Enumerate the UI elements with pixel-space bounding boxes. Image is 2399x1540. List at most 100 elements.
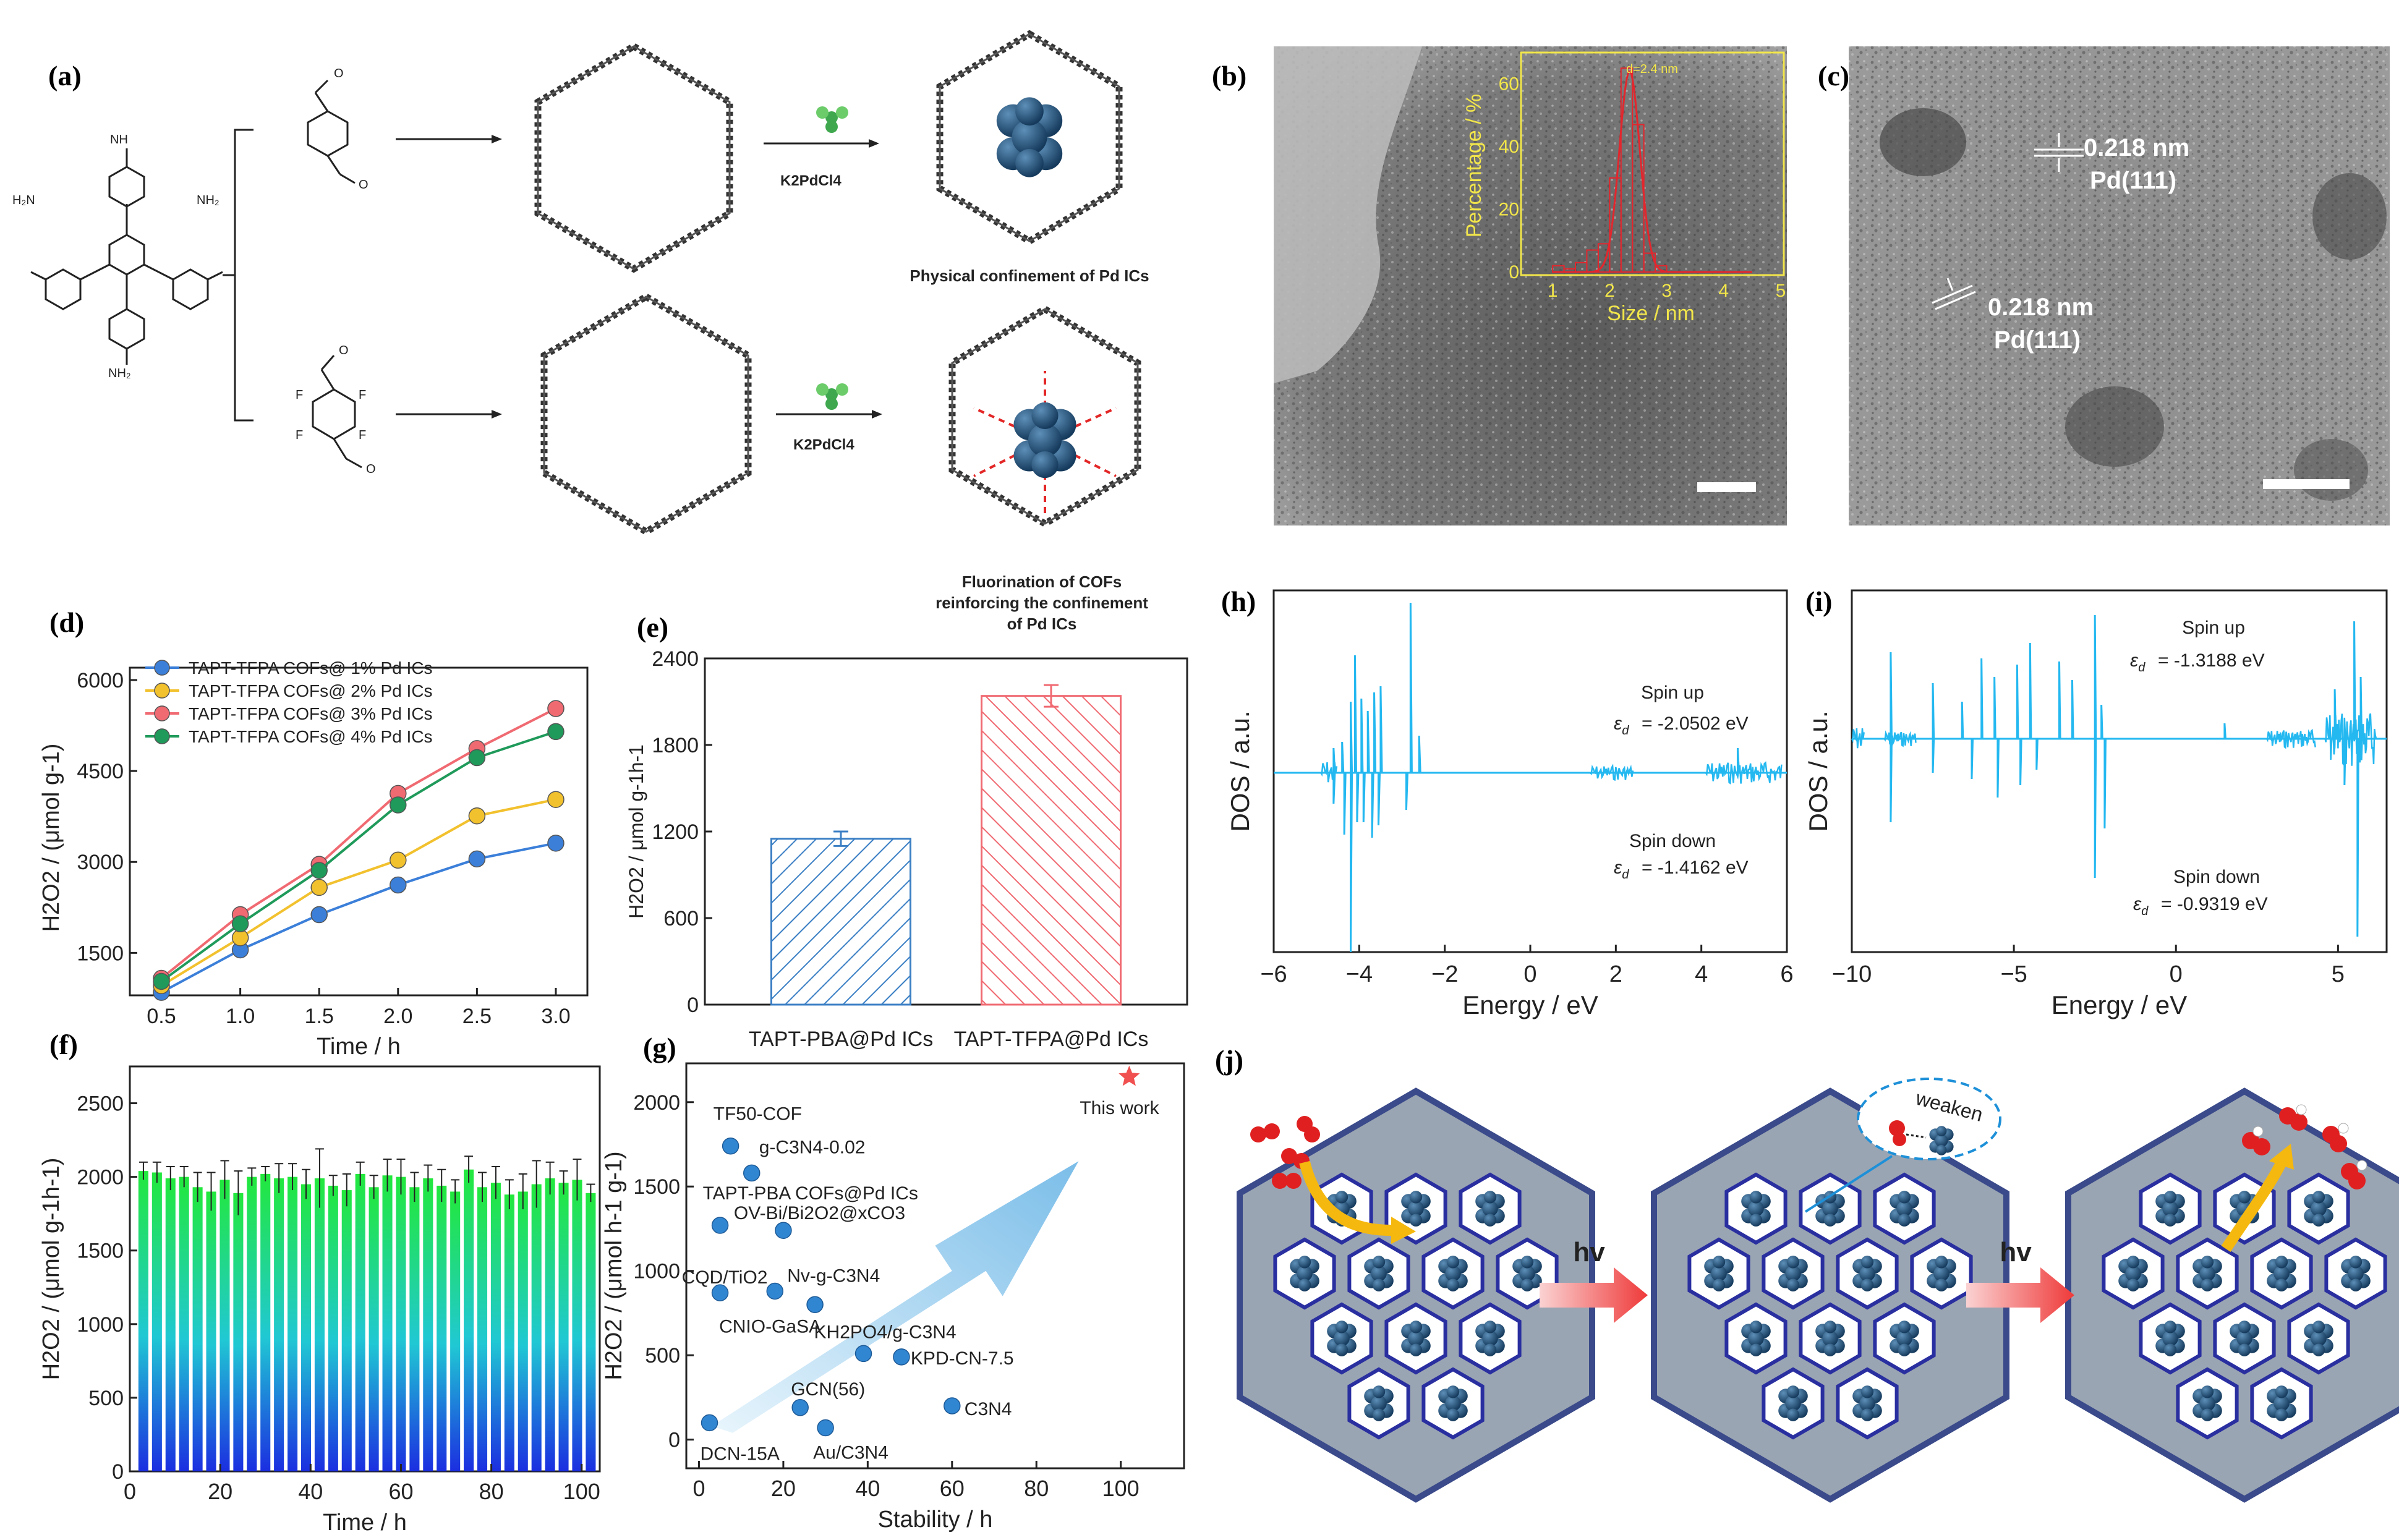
- inset-x-tick: 1: [1548, 281, 1558, 301]
- g-x-tick: 20: [771, 1476, 796, 1501]
- light-arrow-1: [1540, 1267, 1648, 1323]
- h-x-tick: −2: [1431, 961, 1458, 987]
- f-bar: [219, 1180, 230, 1471]
- d-xlabel: Time / h: [317, 1034, 401, 1060]
- h-xlabel: Energy / eV: [1462, 990, 1598, 1019]
- d-legend-label: TAPT-TFPA COFs@ 3% Pd ICs: [189, 704, 433, 723]
- h-x-tick: 6: [1780, 961, 1793, 987]
- h-x-tick: 2: [1609, 961, 1622, 987]
- d-data-point: [390, 796, 407, 814]
- terephthalaldehyde-structure: [307, 79, 356, 184]
- f-bar: [558, 1183, 569, 1471]
- panel-i: (i) −10 −5 0 5 Energy / eV DOS / a.u. Spin up…: [1804, 585, 2388, 1019]
- f-bar: [165, 1178, 176, 1471]
- f-bar: [396, 1176, 406, 1471]
- d-data-point: [547, 700, 565, 717]
- d-data-point: [547, 835, 565, 852]
- d-data-point: [390, 876, 407, 894]
- f-bar: [572, 1180, 582, 1471]
- d-data-point: [468, 807, 486, 825]
- g-x-tick: 100: [1102, 1476, 1140, 1501]
- f-bar: [300, 1184, 312, 1471]
- g-point-label: Nv-g-C3N4: [787, 1266, 880, 1286]
- d-data-point: [231, 915, 249, 933]
- h-epsilon-symbol-down: εd: [1614, 857, 1629, 882]
- g-y-tick: 500: [645, 1344, 680, 1368]
- f-x-tick: 0: [124, 1479, 136, 1504]
- g-data-point: [766, 1282, 784, 1300]
- g-data-point: [701, 1414, 718, 1432]
- cof-ring-bottom: [540, 292, 752, 536]
- d-series-line: [160, 798, 556, 987]
- i-dos-noise: [2265, 728, 2316, 749]
- pdcl4-reagent-icon-top: [816, 106, 848, 133]
- f-x-tick: 40: [298, 1479, 323, 1504]
- caption-fluorination-line-1: Fluorination of COFs: [962, 572, 1122, 591]
- lattice-spacing-1: 0.218 nm: [2084, 134, 2189, 161]
- d-legend-marker: [154, 705, 170, 721]
- f-bar: [314, 1178, 325, 1471]
- f-bar: [233, 1193, 244, 1471]
- svg-text:NH₂: NH₂: [197, 194, 219, 207]
- h-x-tick: 4: [1695, 961, 1708, 987]
- panel-d: (d) 0.5 1.0 1.5 2.0 2.5 3.0 1500 3000 4500 6000 Ti…: [38, 606, 589, 1060]
- g-data-point: [775, 1222, 792, 1239]
- f-y-tick: 1000: [77, 1313, 124, 1337]
- f-x-tick: 60: [388, 1479, 413, 1504]
- e-y-tick: 600: [663, 907, 699, 930]
- g-y-tick: 1000: [633, 1260, 680, 1283]
- g-trend-arrow: [711, 1161, 1079, 1433]
- inset-y-tick: 20: [1499, 200, 1519, 220]
- e-y-tick: 2400: [652, 647, 699, 671]
- g-xlabel: Stability / h: [878, 1507, 993, 1533]
- h-spin-up-label: Spin up: [1641, 683, 1704, 703]
- panel-g-label: (g): [643, 1032, 676, 1063]
- g-data-point: [722, 1137, 739, 1155]
- f-x-tick: 100: [563, 1479, 600, 1504]
- h-spin-down-value: = -1.4162 eV: [1642, 857, 1749, 878]
- g-point-label: DCN-15A: [701, 1444, 780, 1464]
- e-ylabel: H2O2 / μmol g-1h-1: [625, 744, 647, 919]
- f-bar: [151, 1172, 162, 1471]
- f-bar: [206, 1191, 216, 1471]
- g-point-label: CNIO-GaSA: [719, 1316, 821, 1337]
- cof-lattice-2: [1651, 1087, 2009, 1503]
- inset-y-tick: 0: [1509, 262, 1519, 283]
- panel-b-label: (b): [1212, 60, 1246, 91]
- g-x-tick: 60: [940, 1476, 965, 1501]
- scale-bar-c: [2263, 479, 2350, 489]
- f-bar: [288, 1176, 298, 1471]
- h-x-tick: 0: [1523, 961, 1536, 987]
- e-category-label: TAPT-PBA@Pd ICs: [749, 1027, 933, 1051]
- g-point-label: g-C3N4-0.02: [759, 1137, 866, 1157]
- pdcl4-reagent-icon-bottom: [816, 383, 848, 410]
- svg-text:O: O: [334, 67, 344, 80]
- cof-pd-ring-bottom: [948, 305, 1141, 528]
- f-bar: [477, 1187, 488, 1471]
- d-data-point: [547, 791, 565, 808]
- f-bar: [586, 1193, 596, 1471]
- f-bar: [382, 1175, 393, 1471]
- inset-x-tick: 4: [1718, 281, 1729, 301]
- f-bar: [260, 1173, 271, 1471]
- f-y-tick: 2500: [77, 1092, 124, 1116]
- svg-text:F: F: [296, 428, 303, 442]
- d-x-tick: 1.0: [226, 1005, 255, 1028]
- f-y-tick: 2000: [77, 1166, 124, 1189]
- d-series-line: [161, 841, 556, 993]
- d-data-point: [468, 850, 486, 868]
- svg-text:O: O: [339, 344, 349, 357]
- f-bar: [355, 1173, 365, 1471]
- f-y-tick: 1500: [77, 1240, 124, 1263]
- g-point-label: KH2PO4/g-C3N4: [814, 1322, 957, 1342]
- d-legend-label: TAPT-TFPA COFs@ 2% Pd ICs: [189, 681, 433, 700]
- i-spin-down-value: = -0.9319 eV: [2161, 894, 2268, 914]
- h-spin-down-label: Spin down: [1629, 831, 1716, 851]
- f-ylabel: H2O2 / (μmol g-1h-1): [38, 1158, 64, 1380]
- cof-ring-top: [534, 42, 733, 273]
- inset-gaussian-fit: [1553, 70, 1752, 273]
- g-data-point: [893, 1348, 910, 1366]
- inset-xlabel: Size / nm: [1607, 302, 1695, 325]
- svg-text:F: F: [359, 388, 366, 402]
- f-bar: [409, 1187, 420, 1471]
